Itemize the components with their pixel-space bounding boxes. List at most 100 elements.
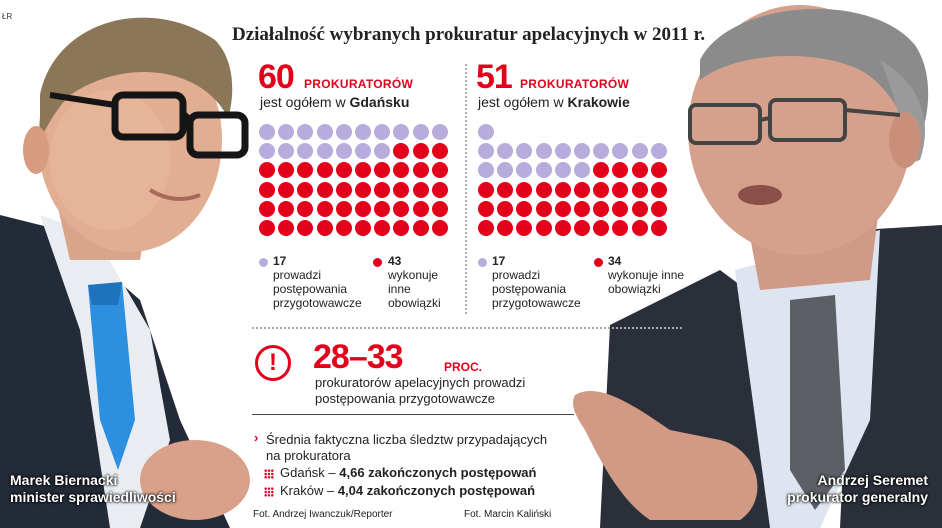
dot-red	[297, 220, 314, 236]
dot-lavender	[574, 143, 590, 160]
gdansk-red-count: 43	[388, 254, 402, 268]
range-description: prokuratorów apelacyjnych prowadzi postę…	[315, 375, 526, 406]
dot-red	[478, 220, 494, 236]
dot-red	[412, 162, 429, 179]
dot-red	[431, 143, 448, 160]
dot-lavender	[650, 143, 667, 160]
dot-red	[393, 200, 410, 217]
dot-lavender	[554, 143, 571, 160]
dot-red	[431, 200, 448, 217]
dot-lavender	[374, 124, 391, 140]
gdansk-total: 60	[258, 58, 295, 96]
dot-red	[593, 200, 610, 217]
dot-grid-icon	[264, 487, 274, 497]
dot-red	[535, 200, 552, 217]
dot-red	[554, 220, 571, 236]
dot-lavender	[574, 162, 590, 179]
dot-red	[393, 220, 410, 236]
dot-lavender	[412, 124, 429, 140]
dot-lavender	[355, 143, 371, 160]
dot-red	[335, 162, 352, 179]
dot-lavender	[612, 143, 629, 160]
dot-lavender	[278, 143, 295, 160]
dot-red	[497, 200, 514, 217]
krakow-red-text: wykonuje inne obowiązki	[608, 268, 685, 296]
krakow-subtitle: jest ogółem w Krakowie	[478, 94, 630, 110]
person-caption-left: Marek Biernacki minister sprawiedliwości	[10, 472, 176, 505]
right-person-photo	[573, 5, 942, 528]
dot-lavender	[516, 162, 533, 179]
dot-red	[412, 143, 429, 160]
photo-credit-left: Fot. Andrzej Iwanczuk/Reporter	[253, 509, 393, 520]
dot-red	[316, 220, 333, 236]
gdansk-total-label: PROKURATORÓW	[304, 77, 414, 91]
dot-red	[393, 143, 410, 160]
dot-red	[374, 181, 391, 198]
dot-red	[412, 181, 429, 198]
gdansk-lavender-legend-dot	[259, 258, 268, 267]
dot-red	[278, 181, 295, 198]
average-row-gdansk: Gdańsk – 4,66 zakończonych postępowań	[280, 465, 537, 480]
dot-red	[316, 181, 333, 198]
person-caption-right: Andrzej Seremet prokurator generalny	[787, 472, 928, 505]
dot-lavender	[316, 124, 333, 140]
dot-red	[431, 220, 448, 236]
dot-red	[297, 200, 314, 217]
krakow-lavender-text: prowadzi postępowania przygotowawcze	[492, 268, 581, 310]
dot-lavender	[478, 124, 494, 140]
krakow-lavender-legend-dot	[478, 258, 487, 267]
dot-red	[431, 181, 448, 198]
dot-red	[516, 200, 533, 217]
dot-grid-icon	[264, 469, 274, 479]
dot-red	[554, 200, 571, 217]
dot-red	[335, 200, 352, 217]
dot-red	[497, 181, 514, 198]
krakow-lavender-count: 17	[492, 254, 506, 268]
krakow-red-legend-dot	[594, 258, 603, 267]
dot-lavender	[259, 143, 275, 160]
dot-lavender	[478, 143, 494, 160]
dot-red	[355, 220, 371, 236]
dot-lavender	[297, 124, 314, 140]
dot-red	[612, 181, 629, 198]
dot-red	[612, 162, 629, 179]
gdansk-lavender-text: prowadzi postępowania przygotowawcze	[273, 268, 362, 310]
chevron-right-icon: ›	[254, 430, 259, 445]
dot-red	[535, 181, 552, 198]
dot-red	[259, 162, 275, 179]
dot-red	[278, 200, 295, 217]
dot-red	[593, 220, 610, 236]
dot-red	[631, 181, 648, 198]
gdansk-subtitle: jest ogółem w Gdańsku	[260, 94, 410, 110]
photo-credit-right: Fot. Marcin Kaliński	[464, 509, 552, 520]
dot-red	[516, 181, 533, 198]
dot-lavender	[335, 143, 352, 160]
dot-lavender	[478, 162, 494, 179]
dot-red	[650, 181, 667, 198]
dot-red	[631, 220, 648, 236]
dot-red	[412, 220, 429, 236]
left-person-photo	[0, 17, 250, 528]
range-value: 28–33	[313, 338, 404, 376]
dot-red	[374, 220, 391, 236]
dot-lavender	[631, 143, 648, 160]
dot-red	[631, 200, 648, 217]
dot-red	[497, 220, 514, 236]
dot-red	[431, 162, 448, 179]
average-heading: Średnia faktyczna liczba śledztw przypad…	[266, 432, 548, 463]
dot-lavender	[335, 124, 352, 140]
dot-red	[355, 200, 371, 217]
dot-red	[535, 220, 552, 236]
dot-lavender	[355, 124, 371, 140]
range-unit: PROC.	[444, 360, 483, 374]
dot-lavender	[259, 124, 275, 140]
dot-red	[374, 162, 391, 179]
dot-lavender	[374, 143, 391, 160]
dot-red	[612, 220, 629, 236]
dot-red	[412, 200, 429, 217]
dot-red	[393, 181, 410, 198]
exclamation-icon: !	[255, 345, 291, 381]
dot-red	[259, 181, 275, 198]
